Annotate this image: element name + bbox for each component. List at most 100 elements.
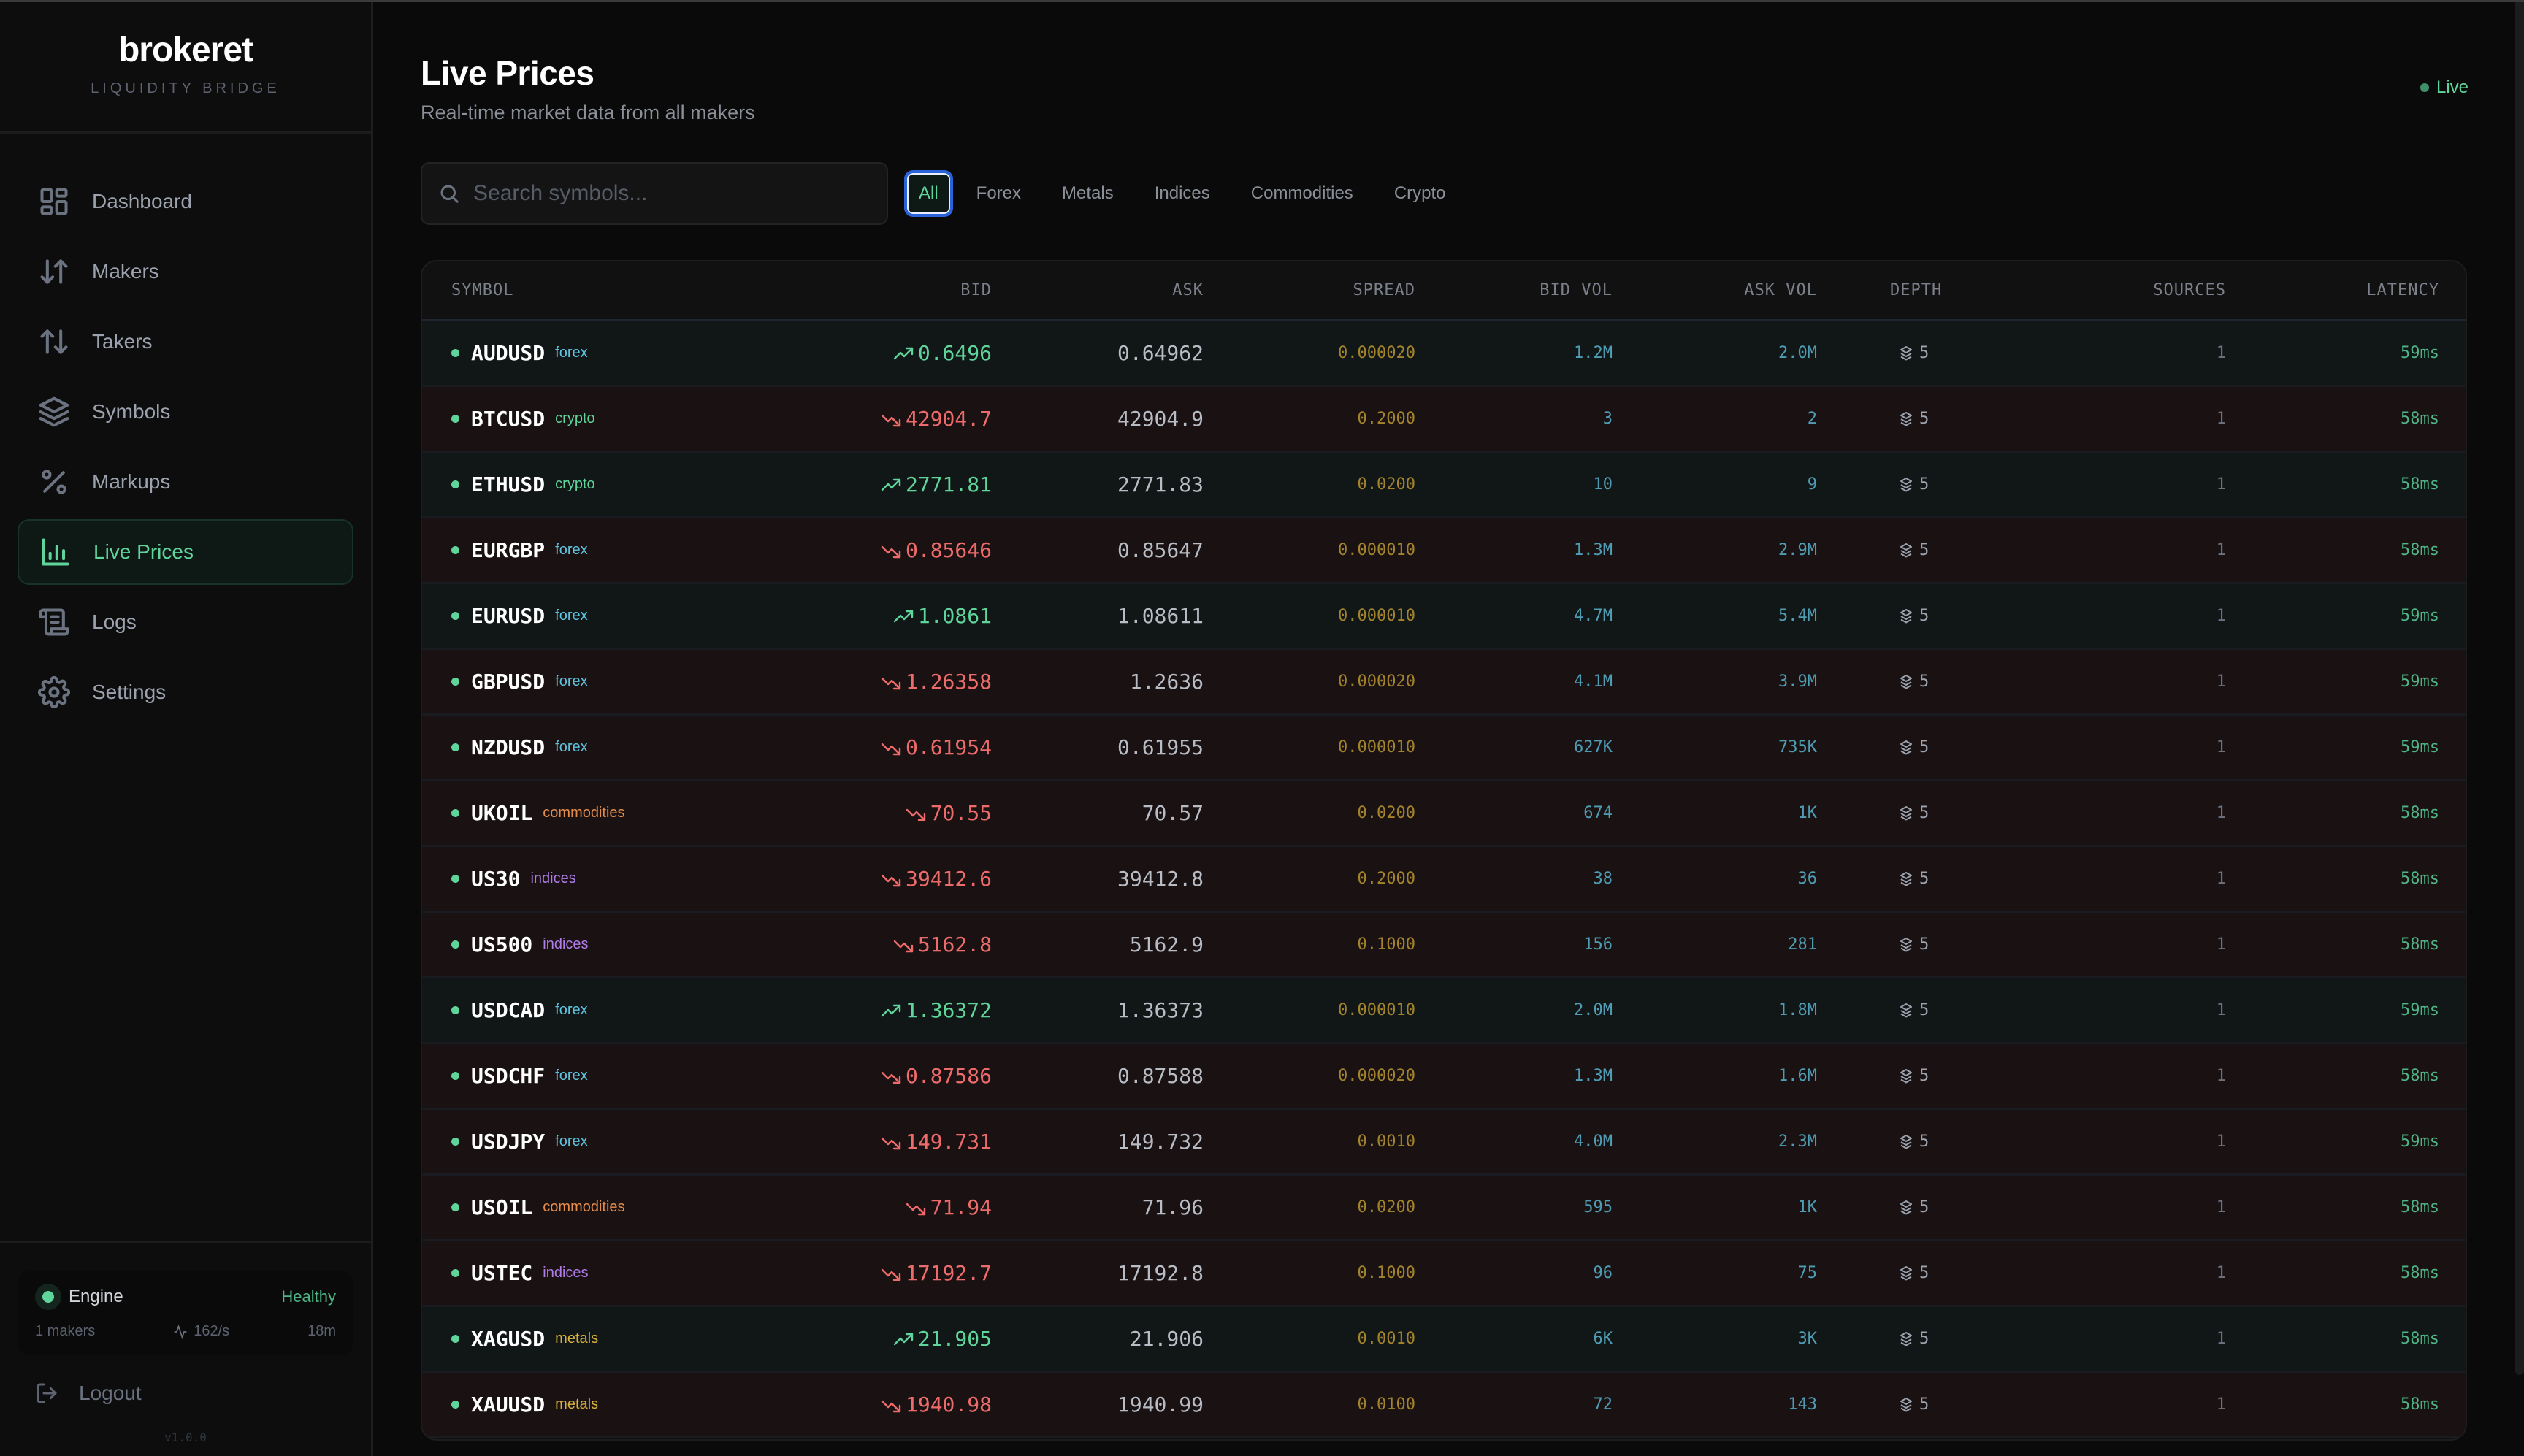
table-row[interactable]: XAUUSD metals 1940.98 1940.99 0.0100 72 1… (422, 1371, 2466, 1437)
bid-value: 0.61954 (905, 735, 992, 759)
table-row[interactable]: XAGUSD metals 21.905 21.906 0.0010 6K 3K … (422, 1306, 2466, 1371)
layers-icon (1900, 1200, 1912, 1214)
depth-value: 5 (1919, 935, 1930, 954)
table-row[interactable]: AUDUSD forex 0.6496 0.64962 0.000020 1.2M… (422, 320, 2466, 386)
status-dot-icon (451, 1268, 459, 1277)
symbol-cell: EURUSD forex (422, 583, 802, 648)
depth-value: 5 (1919, 1198, 1930, 1216)
symbol-name: USDCAD (471, 997, 546, 1022)
category-tag: forex (555, 738, 588, 755)
filter-commodities[interactable]: Commodities (1250, 183, 1353, 203)
latency-value: 58ms (2401, 935, 2439, 954)
sidebar-item-dashboard[interactable]: Dashboard (18, 169, 353, 234)
filter-all[interactable]: All (904, 170, 953, 217)
status-dot-icon (451, 545, 459, 554)
ask-value: 1.36373 (1117, 997, 1204, 1022)
column-header-latency[interactable]: LATENCY (2255, 261, 2466, 321)
table-row[interactable]: BTCUSD crypto 42904.7 42904.9 0.2000 3 2 … (422, 386, 2466, 451)
table-row[interactable]: UKOIL commodities 70.55 70.57 0.0200 674 … (422, 780, 2466, 846)
symbol-name: GBPUSD (471, 669, 546, 694)
sources-value: 1 (2216, 1395, 2226, 1414)
table-row[interactable]: USDJPY forex 149.731 149.732 0.0010 4.0M … (422, 1108, 2466, 1174)
layers-icon (1900, 871, 1912, 886)
bid-cell: 0.6496 (802, 320, 1021, 386)
ask-value: 42904.9 (1117, 406, 1204, 431)
column-header-spread[interactable]: SPREAD (1233, 261, 1445, 321)
page-title: Live Prices (421, 54, 594, 92)
table-row[interactable]: NZDUSD forex 0.61954 0.61955 0.000010 627… (422, 714, 2466, 780)
category-tag: indices (530, 870, 576, 886)
symbol-name: BTCUSD (471, 406, 546, 431)
depth-value: 5 (1919, 869, 1930, 888)
table-row[interactable]: USDCAD forex 1.36372 1.36373 0.000010 2.0… (422, 977, 2466, 1043)
table-row[interactable]: US30 indices 39412.6 39412.8 0.2000 38 36… (422, 846, 2466, 911)
sidebar-item-markups[interactable]: Markups (18, 449, 353, 515)
table-row[interactable]: USDCHF forex 0.87586 0.87588 0.000020 1.3… (422, 1043, 2466, 1108)
sidebar-item-logs[interactable]: Logs (18, 589, 353, 655)
table-row[interactable]: EURGBP forex 0.85646 0.85647 0.000010 1.3… (422, 517, 2466, 583)
category-tag: forex (555, 344, 588, 361)
sidebar-footer: Engine Healthy 1 makers 162/s 18m Logout… (0, 1241, 371, 1456)
table-row[interactable]: GBPUSD forex 1.26358 1.2636 0.000020 4.1M… (422, 648, 2466, 714)
trend-down-icon (881, 874, 901, 886)
table-row[interactable]: USOIL commodities 71.94 71.96 0.0200 595 … (422, 1174, 2466, 1240)
logout-button[interactable]: Logout (35, 1382, 371, 1405)
filter-indices[interactable]: Indices (1154, 183, 1210, 203)
search-icon (440, 185, 459, 203)
layers-icon (1900, 740, 1912, 754)
bid-value: 2771.81 (905, 472, 992, 497)
ask-value: 21.906 (1129, 1326, 1204, 1351)
bid-value: 1.0861 (917, 603, 992, 628)
trend-down-icon (881, 414, 901, 426)
sources-value: 1 (2216, 803, 2226, 822)
depth-value: 5 (1919, 409, 1930, 428)
spread-value: 0.1000 (1357, 1263, 1415, 1282)
symbol-name: AUDUSD (471, 340, 546, 365)
sidebar-item-live-prices[interactable]: Live Prices (18, 519, 353, 585)
page-scrollbar[interactable] (2515, 2, 2524, 1375)
column-header-ask-vol[interactable]: ASK VOL (1642, 261, 1846, 321)
column-header-ask[interactable]: ASK (1021, 261, 1233, 321)
column-header-sources[interactable]: SOURCES (2029, 261, 2255, 321)
filter-forex[interactable]: Forex (976, 183, 1022, 203)
depth-cell: 5 (1846, 1240, 2029, 1306)
gear-icon (38, 676, 70, 708)
ask-volume: 2 (1807, 409, 1817, 428)
column-header-symbol[interactable]: SYMBOL (422, 261, 802, 321)
sources-value: 1 (2216, 1132, 2226, 1151)
percent-icon (42, 470, 66, 494)
ask-volume: 735K (1778, 737, 1817, 756)
main-content: Live Prices Real-time market data from a… (375, 2, 2524, 1456)
table-row[interactable]: USTEC indices 17192.7 17192.8 0.1000 96 7… (422, 1240, 2466, 1306)
app-version: v1.0.0 (164, 1430, 207, 1444)
column-header-bid-vol[interactable]: BID VOL (1445, 261, 1642, 321)
spread-value: 0.0200 (1357, 1198, 1415, 1216)
sources-value: 1 (2216, 409, 2226, 428)
table-row[interactable]: ETHUSD crypto 2771.81 2771.83 0.0200 10 9… (422, 451, 2466, 517)
column-header-bid[interactable]: BID (802, 261, 1021, 321)
sidebar-item-label: Symbols (92, 400, 171, 423)
table-row[interactable]: EURUSD forex 1.0861 1.08611 0.000010 4.7M… (422, 583, 2466, 648)
ask-volume: 5.4M (1778, 606, 1817, 625)
brand: brokeret LIQUIDITY BRIDGE (0, 2, 371, 134)
latency-value: 58ms (2401, 475, 2439, 494)
sidebar-item-makers[interactable]: Makers (18, 239, 353, 304)
symbol-name: US500 (471, 932, 533, 957)
table-row[interactable]: US500 indices 5162.8 5162.9 0.1000 156 28… (422, 911, 2466, 977)
symbol-name: EURGBP (471, 537, 546, 562)
column-header-depth[interactable]: DEPTH (1846, 261, 2029, 321)
depth-cell: 5 (1846, 1108, 2029, 1174)
ask-value: 1.08611 (1117, 603, 1204, 628)
latency-value: 59ms (2401, 343, 2439, 362)
sidebar-item-settings[interactable]: Settings (18, 659, 353, 725)
depth-cell: 5 (1846, 1043, 2029, 1108)
filter-metals[interactable]: Metals (1062, 183, 1114, 203)
symbol-name: XAGUSD (471, 1326, 546, 1351)
sidebar-item-takers[interactable]: Takers (18, 309, 353, 375)
search-input[interactable] (473, 164, 887, 223)
sidebar-item-symbols[interactable]: Symbols (18, 379, 353, 445)
ask-volume: 36 (1797, 869, 1818, 888)
symbol-cell: USTEC indices (422, 1240, 802, 1306)
filter-crypto[interactable]: Crypto (1393, 183, 1446, 203)
status-dot-icon (451, 1203, 459, 1211)
